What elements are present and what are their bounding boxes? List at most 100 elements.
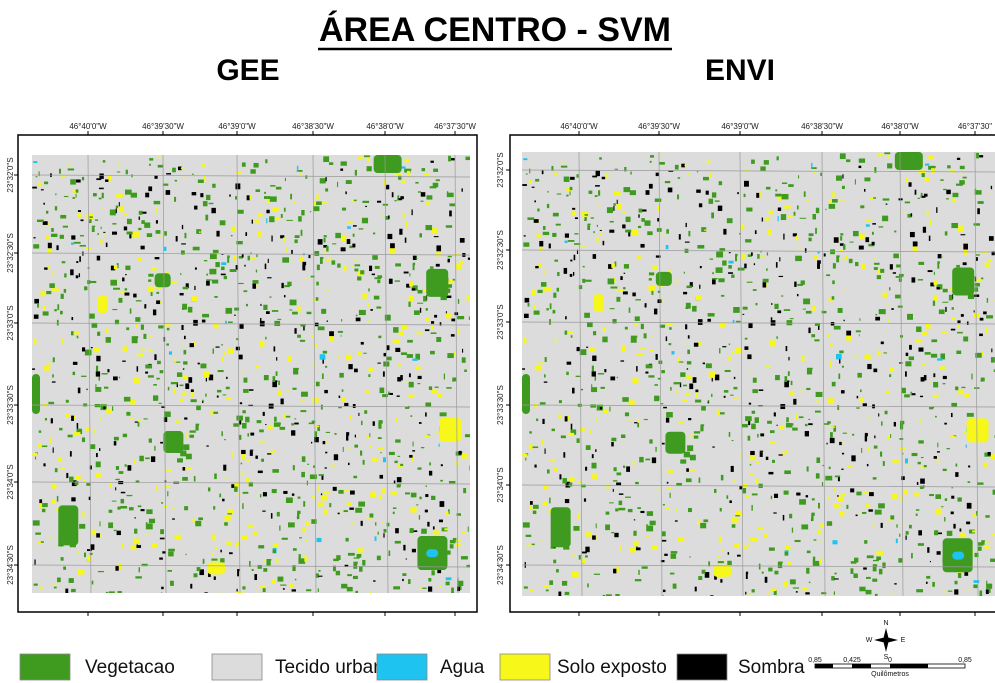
land-patch [673,584,677,589]
land-patch [592,371,596,376]
land-patch [834,326,841,330]
land-patch [145,364,152,368]
land-patch [33,520,40,525]
land-patch [321,309,326,314]
land-patch [526,173,528,174]
page-title: ÁREA CENTRO - SVM [319,11,671,49]
land-patch [437,393,442,397]
land-patch [796,236,798,241]
land-patch [348,463,350,465]
land-patch [346,355,352,360]
land-patch [421,529,427,534]
land-patch [751,424,756,430]
land-patch [534,305,536,310]
land-patch [830,249,835,254]
land-patch [666,508,670,510]
land-patch [341,236,346,241]
land-patch [458,299,459,304]
land-patch [752,493,758,495]
land-patch [449,481,455,483]
land-patch [384,529,387,533]
land-patch [814,539,817,540]
land-patch [254,574,257,580]
land-patch [297,166,298,172]
land-patch [429,386,432,390]
land-patch [921,457,924,458]
land-patch [713,565,731,577]
land-patch [859,158,865,162]
land-patch [411,493,417,498]
land-patch [176,236,178,241]
land-patch [193,247,200,251]
land-patch [323,351,327,354]
land-patch [974,313,980,317]
land-patch [440,501,445,507]
land-patch [688,231,690,236]
land-patch [240,473,244,475]
land-patch [147,233,152,237]
land-patch [535,366,541,370]
land-patch [135,576,141,578]
land-patch [530,501,533,505]
land-patch [688,335,690,338]
land-patch [344,403,348,406]
land-patch [525,546,526,547]
land-patch [175,357,177,362]
land-patch [376,306,381,308]
land-patch [865,433,868,436]
land-patch [404,272,409,274]
land-patch [867,464,869,466]
land-patch [780,426,785,430]
land-patch [843,259,846,261]
land-patch [82,437,85,442]
land-patch [853,231,859,236]
land-patch [637,353,644,356]
land-patch [662,540,667,542]
land-patch [661,560,665,562]
land-patch [529,180,532,184]
land-patch [633,378,639,383]
land-patch [246,304,248,306]
land-patch [126,170,128,175]
longitude-label: 46°40'0"W [69,122,107,131]
land-patch [768,229,772,234]
land-patch [680,459,686,463]
land-patch [70,179,76,184]
land-patch [886,204,888,205]
land-patch [342,389,344,392]
land-patch [684,452,690,458]
land-patch [357,554,362,558]
land-patch [39,499,42,503]
land-patch [837,495,838,497]
land-patch [422,588,426,589]
land-patch [641,324,644,329]
land-patch [784,470,791,474]
land-patch [719,181,722,185]
land-patch [149,164,151,166]
land-patch [960,528,962,531]
land-patch [525,458,526,461]
land-patch [304,556,307,562]
land-patch [888,303,890,306]
land-patch [464,370,467,372]
land-patch [986,589,989,594]
land-patch [36,176,38,177]
land-patch [436,245,441,251]
land-patch [859,334,860,336]
land-patch [162,551,166,553]
land-patch [318,239,323,244]
land-patch [874,167,876,173]
land-patch [617,200,618,205]
land-patch [269,216,274,222]
land-patch [793,399,796,405]
land-patch [594,574,600,575]
land-patch [737,192,739,194]
land-patch [649,184,653,189]
land-patch [190,430,196,432]
land-patch [145,193,149,198]
land-patch [123,346,127,351]
land-patch [156,207,157,213]
land-patch [164,231,167,235]
land-patch [565,499,569,503]
land-patch [720,412,725,414]
